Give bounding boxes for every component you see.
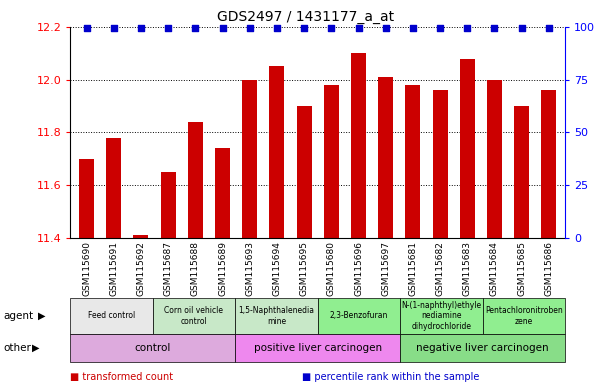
Text: Corn oil vehicle
control: Corn oil vehicle control <box>164 306 224 326</box>
Point <box>435 25 445 31</box>
Bar <box>406 85 420 238</box>
Point <box>272 25 282 31</box>
Bar <box>133 235 148 238</box>
Point <box>191 25 200 31</box>
Point <box>82 25 92 31</box>
Text: negative liver carcinogen: negative liver carcinogen <box>416 343 549 353</box>
Bar <box>351 53 366 238</box>
Text: N-(1-naphthyl)ethyle
nediamine
dihydrochloride: N-(1-naphthyl)ethyle nediamine dihydroch… <box>401 301 481 331</box>
Point <box>136 25 146 31</box>
Point <box>218 25 227 31</box>
Bar <box>188 122 203 238</box>
Bar <box>70 298 153 334</box>
Bar <box>235 298 318 334</box>
Point <box>463 25 472 31</box>
Bar <box>433 90 448 238</box>
Bar <box>460 59 475 238</box>
Bar <box>541 90 557 238</box>
Bar <box>161 172 175 238</box>
Point <box>408 25 418 31</box>
Bar <box>318 298 400 334</box>
Point <box>245 25 255 31</box>
Text: other: other <box>3 343 31 353</box>
Bar <box>153 298 235 334</box>
Bar <box>487 80 502 238</box>
Text: ■ percentile rank within the sample: ■ percentile rank within the sample <box>302 372 480 382</box>
Bar <box>70 334 235 362</box>
Point <box>517 25 527 31</box>
Bar <box>378 77 393 238</box>
Point <box>299 25 309 31</box>
Text: ■ transformed count: ■ transformed count <box>70 372 174 382</box>
Point <box>381 25 390 31</box>
Bar <box>400 334 565 362</box>
Text: positive liver carcinogen: positive liver carcinogen <box>254 343 382 353</box>
Bar <box>324 85 338 238</box>
Bar <box>483 298 565 334</box>
Text: 2,3-Benzofuran: 2,3-Benzofuran <box>330 311 388 320</box>
Bar <box>269 66 284 238</box>
Bar <box>242 80 257 238</box>
Bar <box>106 138 121 238</box>
Bar <box>79 159 94 238</box>
Text: GDS2497 / 1431177_a_at: GDS2497 / 1431177_a_at <box>217 10 394 23</box>
Text: Pentachloronitroben
zene: Pentachloronitroben zene <box>485 306 563 326</box>
Point <box>354 25 364 31</box>
Text: control: control <box>134 343 171 353</box>
Bar <box>400 298 483 334</box>
Text: 1,5-Naphthalenedia
mine: 1,5-Naphthalenedia mine <box>238 306 315 326</box>
Bar <box>215 148 230 238</box>
Text: ▶: ▶ <box>38 311 45 321</box>
Bar <box>297 106 312 238</box>
Point <box>163 25 173 31</box>
Point <box>326 25 336 31</box>
Bar <box>235 334 400 362</box>
Text: ▶: ▶ <box>32 343 39 353</box>
Point <box>109 25 119 31</box>
Point <box>489 25 499 31</box>
Text: agent: agent <box>3 311 33 321</box>
Text: Feed control: Feed control <box>88 311 135 320</box>
Bar <box>514 106 529 238</box>
Point <box>544 25 554 31</box>
